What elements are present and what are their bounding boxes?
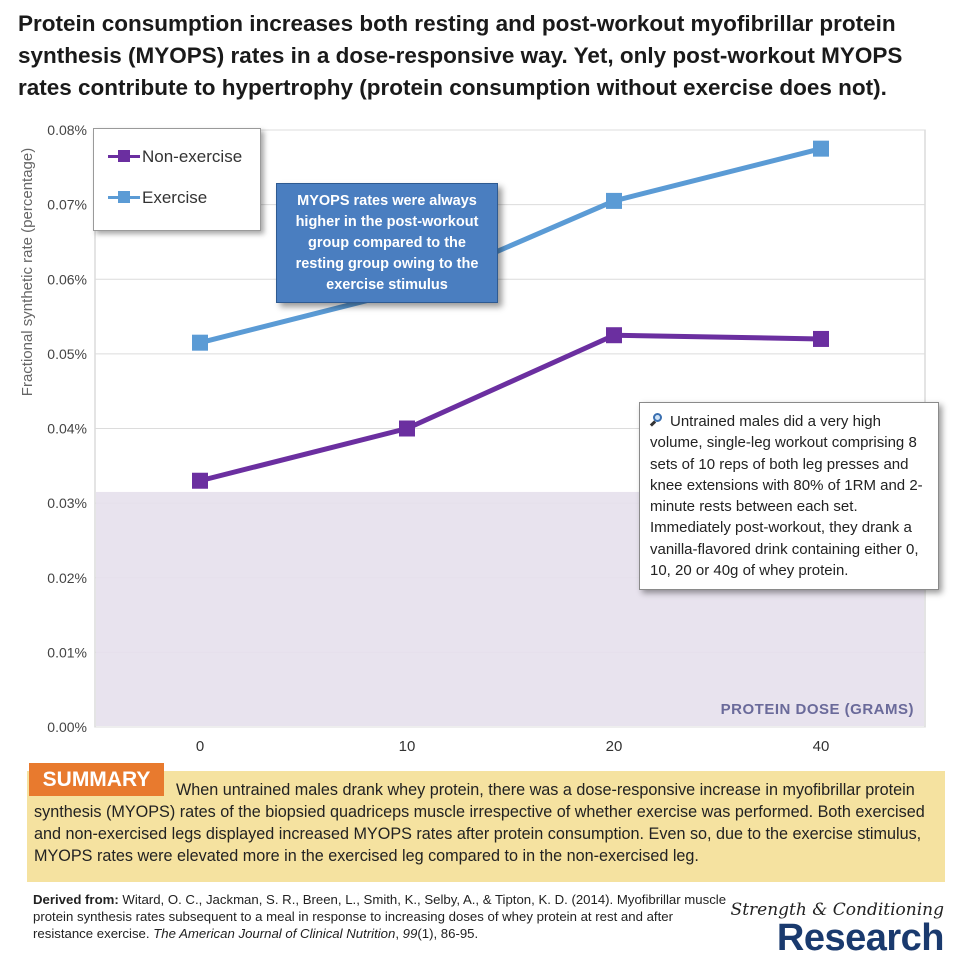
study-note: Untrained males did a very high volume, …: [639, 402, 939, 590]
x-axis-label: PROTEIN DOSE (GRAMS): [721, 701, 914, 718]
source-journal: The American Journal of Clinical Nutriti…: [153, 926, 396, 941]
page-title: Protein consumption increases both resti…: [18, 11, 903, 100]
callout-text: MYOPS rates were always higher in the po…: [295, 192, 479, 293]
series-line-exercise: [199, 146, 822, 346]
magnifier-icon: [650, 413, 664, 427]
summary-text: When untrained males drank whey protein,…: [34, 781, 925, 865]
legend-swatch-exercise: [108, 191, 140, 203]
y-tick-label: 0.03%: [47, 495, 87, 511]
source-authors: Witard, O. C., Jackman, S. R., Breen, L.…: [33, 892, 727, 941]
legend-label: Non-exercise: [142, 147, 243, 166]
y-tick-label: 0.08%: [47, 122, 87, 138]
series-group: [192, 140, 829, 489]
source-volume: 99: [402, 926, 418, 941]
x-tick-label: 0: [196, 738, 204, 755]
data-point-non-exercise: [192, 472, 208, 489]
source-citation: Derived from: Witard, O. C., Jackman, S.…: [33, 892, 727, 941]
x-tick-label: 10: [399, 738, 416, 755]
data-point-non-exercise: [399, 420, 415, 437]
y-tick-label: 0.01%: [47, 644, 87, 660]
y-tick-labels: 0.00% 0.01% 0.02% 0.03% 0.04% 0.05% 0.06% 0.07%…: [47, 122, 87, 735]
note-text: Untrained males did a very high volume, …: [650, 413, 923, 580]
x-tick-labels: 0 10 20 40: [196, 738, 830, 755]
y-tick-label: 0.06%: [47, 271, 87, 287]
summary-box: [27, 771, 945, 882]
data-point-exercise: [813, 140, 829, 157]
y-tick-label: 0.05%: [47, 346, 87, 362]
callout-box: MYOPS rates were always higher in the po…: [276, 183, 498, 303]
y-tick-label: 0.00%: [47, 719, 87, 735]
data-point-exercise: [606, 192, 622, 209]
chart-legend: Non-exercise Exercise: [93, 128, 261, 231]
y-axis-label: Fractional synthetic rate (percentage): [19, 148, 36, 396]
logo-tagline: Strength & Conditioning: [730, 900, 944, 920]
x-tick-label: 20: [606, 738, 623, 755]
series-line-non-exercise: [199, 332, 822, 484]
summary-tag: SUMMARY: [29, 763, 164, 796]
y-tick-label: 0.04%: [47, 421, 87, 437]
data-point-exercise: [192, 334, 208, 351]
logo-wordmark: Research: [776, 917, 945, 959]
data-point-non-exercise: [813, 330, 829, 347]
legend-swatch-non-exercise: [108, 150, 140, 162]
brand-logo: Strength & Conditioning Research: [731, 900, 945, 959]
x-tick-label: 40: [813, 738, 830, 755]
data-point-non-exercise: [606, 327, 622, 344]
y-tick-label: 0.02%: [47, 570, 87, 586]
y-tick-label: 0.07%: [47, 197, 87, 213]
source-issue: (1), 86-95.: [417, 926, 479, 941]
source-label: Derived from:: [33, 892, 119, 907]
legend-label: Exercise: [142, 188, 208, 207]
